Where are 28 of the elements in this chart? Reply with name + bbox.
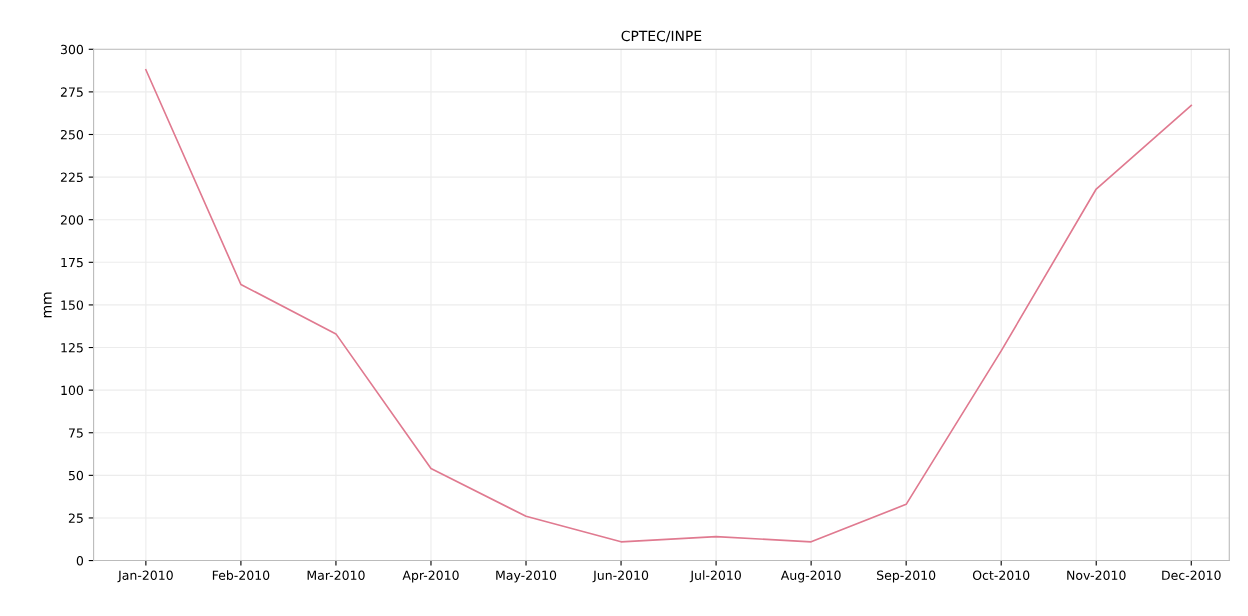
y-tick-label: 150 xyxy=(61,300,84,310)
y-tick-label: 0 xyxy=(76,556,84,566)
chart-title: CPTEC/INPE xyxy=(621,30,702,43)
y-tick-label: 100 xyxy=(61,385,84,396)
x-tick-label: Nov-2010 xyxy=(1067,570,1126,580)
y-tick-label: 25 xyxy=(68,513,83,523)
x-tick-label: Apr-2010 xyxy=(402,570,459,583)
y-tick-label: 250 xyxy=(60,129,84,140)
x-tick-label: Sep-2010 xyxy=(877,570,936,583)
x-tick-label: Jan-2010 xyxy=(117,570,173,583)
y-tick-label: 175 xyxy=(61,257,83,268)
y-tick-label: 300 xyxy=(60,44,84,55)
x-tick-label: Mar-2010 xyxy=(307,570,365,580)
x-tick-label: May-2010 xyxy=(496,570,557,583)
y-tick-label: 75 xyxy=(69,428,83,438)
line-series xyxy=(145,68,1193,543)
y-tick-label: 225 xyxy=(60,172,83,183)
x-tick-label: Aug-2010 xyxy=(780,570,841,583)
x-tick-label: Jul-2010 xyxy=(689,570,741,583)
y-tick-label: 275 xyxy=(60,87,83,97)
x-tick-label: Jun-2010 xyxy=(592,570,649,583)
x-tick-label: Feb-2010 xyxy=(212,570,270,580)
y-tick-label: 50 xyxy=(68,470,84,481)
y-tick-label: 125 xyxy=(61,343,83,353)
y-axis-title: mm xyxy=(43,292,52,318)
y-tick-label: 200 xyxy=(60,215,84,225)
x-tick-label: Dec-2010 xyxy=(1162,570,1221,580)
x-tick-label: Oct-2010 xyxy=(972,570,1030,580)
